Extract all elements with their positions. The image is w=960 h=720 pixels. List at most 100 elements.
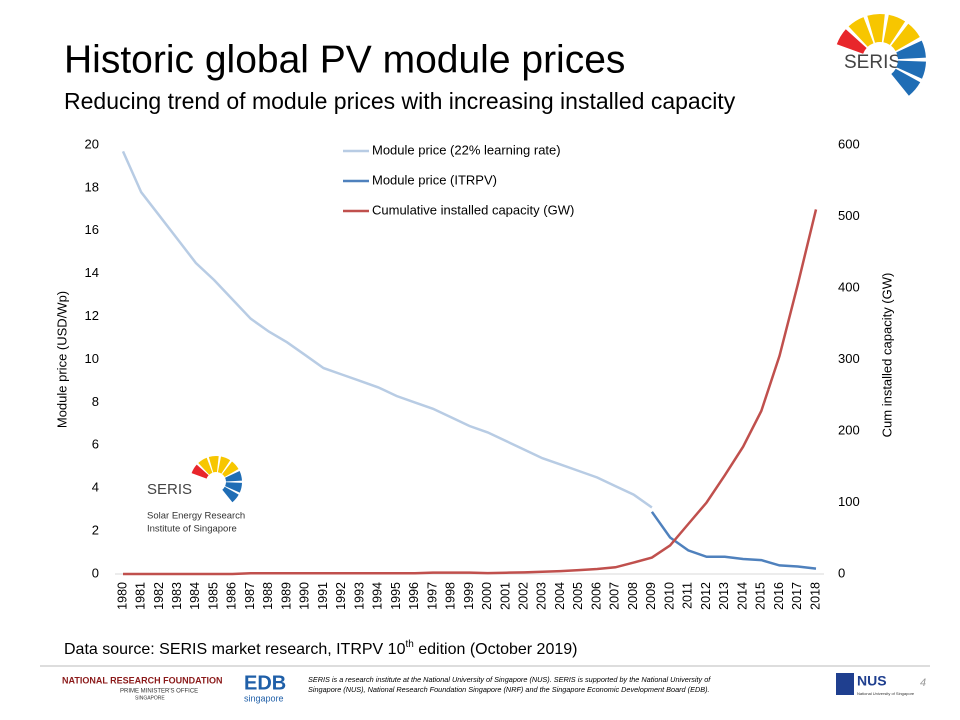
legend-label: Module price (ITRPV) (372, 172, 497, 187)
logo-ray (836, 29, 867, 54)
y-tick-label: 16 (85, 222, 99, 237)
x-tick-label: 1984 (188, 582, 202, 610)
logo-caption: Solar Energy Research (147, 511, 245, 522)
page-number: 4 (920, 677, 926, 689)
y-tick-label: 0 (92, 565, 99, 580)
series-line (121, 150, 653, 509)
x-tick-label: 1982 (152, 582, 166, 610)
series-line (123, 209, 818, 576)
y-tick-label: 8 (92, 394, 99, 409)
x-tick-label: 1998 (444, 582, 458, 610)
x-tick-label: 1996 (407, 582, 421, 610)
logo-caption: Institute of Singapore (147, 524, 237, 535)
x-tick-label: 1992 (334, 582, 348, 610)
subtitle: Reducing trend of module prices with inc… (64, 88, 736, 114)
x-tick-label: 2001 (498, 582, 512, 610)
footer-nus: NUS (857, 673, 887, 689)
footer-nrf: PRIME MINISTER'S OFFICE (120, 689, 198, 695)
y2-tick-label: 400 (838, 279, 860, 294)
y2-tick-label: 300 (838, 351, 860, 366)
nus-crest (836, 673, 854, 695)
footer-edb: singapore (244, 693, 284, 703)
y-axis-title: Module price (USD/Wp) (54, 291, 69, 428)
logo-ray (217, 456, 231, 474)
y-tick-label: 20 (85, 136, 99, 151)
y-tick-label: 18 (85, 179, 99, 194)
title: Historic global PV module prices (64, 38, 625, 81)
x-tick-label: 2011 (681, 582, 695, 609)
series-line (650, 511, 817, 570)
logo-ray (191, 464, 209, 479)
y-tick-label: 12 (85, 308, 99, 323)
y2-axis-title: Cum installed capacity (GW) (879, 273, 894, 438)
logo-ray (867, 14, 885, 43)
x-tick-label: 1995 (389, 582, 403, 610)
footer-edb: EDB (244, 672, 286, 694)
y-tick-label: 10 (85, 351, 99, 366)
y2-tick-label: 600 (838, 136, 860, 151)
legend-label: Cumulative installed capacity (GW) (372, 202, 574, 217)
footer-note: Singapore (NUS), National Research Found… (308, 685, 710, 694)
x-tick-label: 1994 (371, 582, 385, 610)
source-text: Data source: SERIS market research, ITRP… (64, 641, 406, 658)
x-tick-label: 2006 (589, 582, 603, 610)
logo-ray (225, 471, 242, 482)
logo-ray (848, 17, 874, 47)
x-tick-label: 2003 (535, 582, 549, 610)
footer-nus: National University of Singapore (857, 691, 915, 696)
x-tick-label: 2000 (480, 582, 494, 610)
y-tick-label: 14 (85, 265, 99, 280)
logo-ray (896, 40, 926, 60)
y2-tick-label: 100 (838, 494, 860, 509)
logo-ray (896, 60, 926, 79)
x-tick-label: 1987 (243, 582, 257, 610)
x-tick-label: 2007 (608, 582, 622, 610)
x-tick-label: 2012 (699, 582, 713, 610)
logo-ray (222, 461, 239, 477)
logo-ray (208, 455, 219, 473)
footer-nrf: SINGAPORE (135, 695, 165, 701)
x-tick-label: 1983 (170, 582, 184, 610)
x-tick-label: 2018 (808, 582, 822, 610)
x-tick-label: 1991 (316, 582, 330, 610)
logo-ray (891, 23, 920, 51)
x-tick-label: 2015 (754, 582, 768, 610)
x-tick-label: 1999 (462, 582, 476, 610)
logo-ray (891, 68, 921, 96)
logo-ray (883, 14, 906, 45)
x-tick-label: 1985 (206, 582, 220, 610)
x-tick-label: 1981 (134, 582, 148, 610)
logo-ray (225, 482, 242, 493)
logo-text: SERIS (147, 481, 192, 498)
x-tick-label: 2013 (717, 582, 731, 610)
y2-tick-label: 0 (838, 565, 845, 580)
x-tick-label: 1989 (279, 582, 293, 610)
x-tick-label: 2014 (735, 582, 749, 610)
x-tick-label: 2004 (553, 582, 567, 610)
x-tick-label: 2005 (571, 582, 585, 610)
logo-text: SERIS (844, 52, 901, 73)
logo-ray (198, 457, 213, 475)
source-sup: th (405, 639, 413, 650)
x-tick-label: 2002 (517, 582, 531, 610)
x-tick-label: 1986 (225, 582, 239, 610)
x-tick-label: 2010 (662, 582, 676, 610)
source-text: edition (October 2019) (414, 641, 578, 658)
x-tick-label: 1993 (352, 582, 366, 610)
y2-tick-label: 200 (838, 422, 860, 437)
x-tick-label: 1980 (115, 582, 129, 610)
x-tick-label: 1988 (261, 582, 275, 610)
y-tick-label: 2 (92, 523, 99, 538)
x-tick-label: 2009 (644, 582, 658, 610)
y-tick-label: 6 (92, 437, 99, 452)
source: Data source: SERIS market research, ITRP… (64, 639, 577, 659)
footer-note: SERIS is a research institute at the Nat… (308, 675, 711, 684)
logo-ray (222, 486, 239, 503)
x-tick-label: 1997 (425, 582, 439, 610)
y-tick-label: 4 (92, 480, 99, 495)
legend-label: Module price (22% learning rate) (372, 142, 561, 157)
x-tick-label: 2017 (790, 582, 804, 610)
footer-nrf: NATIONAL RESEARCH FOUNDATION (62, 675, 223, 685)
y2-tick-label: 500 (838, 208, 860, 223)
